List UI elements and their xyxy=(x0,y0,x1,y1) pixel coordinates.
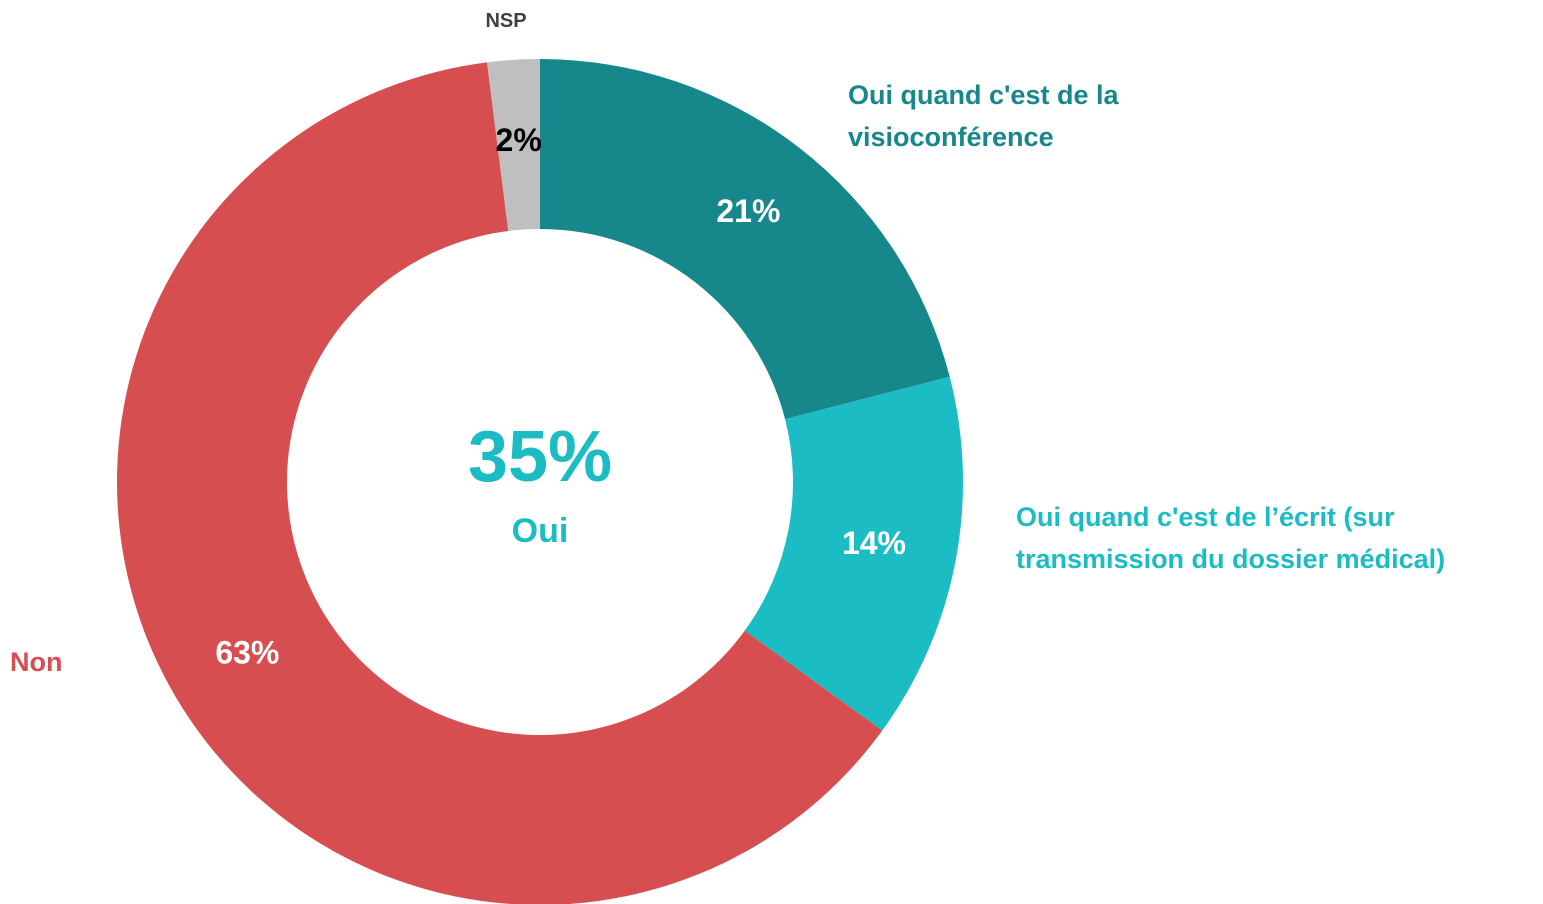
category-label: NSP xyxy=(485,10,527,32)
center-caption: Oui xyxy=(512,512,569,550)
center-value: 35% xyxy=(468,417,612,497)
data-label: 2% xyxy=(496,122,542,158)
data-label: 14% xyxy=(842,525,906,561)
category-label: Non xyxy=(10,647,63,677)
category-label: Oui quand c'est de la visioconférence xyxy=(848,80,1119,152)
donut-slice xyxy=(117,62,883,904)
data-label: 63% xyxy=(215,635,279,671)
data-label: 21% xyxy=(716,193,780,229)
donut-slice xyxy=(744,376,963,731)
category-label: Oui quand c'est de l’écrit (sur transmis… xyxy=(1016,502,1446,574)
donut-slice xyxy=(486,59,540,231)
donut-slice xyxy=(540,59,950,420)
